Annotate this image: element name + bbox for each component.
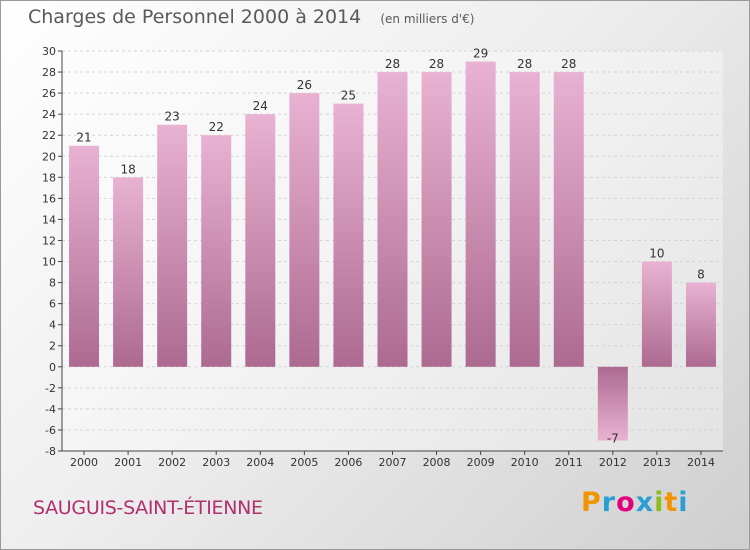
y-tick-label: 18 — [42, 171, 56, 184]
chart-title: Charges de Personnel 2000 à 2014 — [28, 6, 362, 28]
logo-letter: o — [616, 487, 636, 518]
logo-letter: P — [581, 487, 602, 518]
y-tick-label: 6 — [49, 298, 56, 311]
x-tick-label-2001: 2001 — [114, 456, 142, 469]
logo-letter: r — [601, 487, 617, 518]
data-label-2013: 10 — [649, 247, 664, 261]
data-label-2007: 28 — [385, 57, 400, 71]
x-tick-label-2006: 2006 — [334, 456, 362, 469]
bar-2005 — [289, 93, 320, 367]
logo-letter: i — [654, 487, 665, 518]
y-tick-label: 14 — [42, 213, 56, 226]
bar-2012 — [597, 366, 628, 441]
x-tick-label-2013: 2013 — [643, 456, 671, 469]
bar-2000 — [69, 145, 100, 367]
x-tick-label-2014: 2014 — [687, 456, 715, 469]
logo-letter: x — [635, 487, 655, 518]
x-tick-label-2009: 2009 — [467, 456, 495, 469]
bar-2003 — [201, 135, 232, 367]
data-label-2005: 26 — [297, 78, 312, 92]
bar-2007 — [377, 72, 408, 367]
y-tick-label: -4 — [45, 403, 56, 416]
bar-2008 — [421, 72, 452, 367]
bar-2014 — [685, 282, 716, 367]
y-tick-label: 20 — [42, 150, 56, 163]
y-tick-label: 10 — [42, 256, 56, 269]
x-tick-label-2002: 2002 — [158, 456, 186, 469]
bar-2009 — [465, 61, 496, 367]
bar-2004 — [245, 114, 276, 367]
title-row: Charges de Personnel 2000 à 2014 (en mil… — [28, 6, 474, 28]
y-tick-label: 12 — [42, 234, 56, 247]
data-label-2004: 24 — [253, 99, 268, 113]
y-tick-label: -6 — [45, 424, 56, 437]
x-tick-label-2000: 2000 — [70, 456, 98, 469]
y-tick-label: 4 — [49, 319, 56, 332]
y-tick-label: -8 — [45, 445, 56, 458]
logo-letter: t — [664, 487, 679, 518]
bar-2011 — [553, 72, 584, 367]
y-tick-label: 16 — [42, 192, 56, 205]
x-tick-label-2003: 2003 — [202, 456, 230, 469]
y-tick-label: 28 — [42, 66, 56, 79]
data-label-2003: 22 — [209, 120, 224, 134]
bar-2010 — [509, 72, 540, 367]
x-tick-label-2012: 2012 — [599, 456, 627, 469]
data-label-2009: 29 — [473, 47, 488, 61]
y-tick-label: -2 — [45, 382, 56, 395]
bar-2006 — [333, 103, 364, 367]
proxiti-logo: Proxiti — [581, 487, 689, 518]
x-tick-label-2011: 2011 — [555, 456, 583, 469]
x-tick-label-2010: 2010 — [511, 456, 539, 469]
x-tick-label-2007: 2007 — [379, 456, 407, 469]
data-label-2011: 28 — [561, 57, 576, 71]
data-label-2006: 25 — [341, 89, 356, 103]
x-tick-label-2004: 2004 — [246, 456, 274, 469]
data-label-2012: -7 — [607, 431, 619, 445]
y-tick-label: 8 — [49, 277, 56, 290]
y-tick-label: 30 — [42, 45, 56, 58]
data-label-2000: 21 — [76, 131, 91, 145]
data-label-2002: 23 — [165, 110, 180, 124]
x-tick-label-2005: 2005 — [290, 456, 318, 469]
bar-2001 — [113, 177, 144, 367]
data-label-2014: 8 — [697, 268, 705, 282]
y-tick-label: 26 — [42, 87, 56, 100]
data-label-2001: 18 — [120, 162, 135, 176]
y-tick-label: 0 — [49, 361, 56, 374]
unit-label: (en milliers d'€) — [380, 12, 475, 26]
logo-letter: i — [678, 487, 689, 518]
bar-2002 — [157, 124, 188, 367]
data-label-2010: 28 — [517, 57, 532, 71]
y-tick-label: 24 — [42, 108, 56, 121]
data-label-2008: 28 — [429, 57, 444, 71]
y-tick-label: 22 — [42, 129, 56, 142]
x-tick-label-2008: 2008 — [423, 456, 451, 469]
commune-name: SAUGUIS-SAINT-ÉTIENNE — [33, 497, 263, 519]
y-tick-label: 2 — [49, 340, 56, 353]
bar-2013 — [641, 261, 672, 367]
